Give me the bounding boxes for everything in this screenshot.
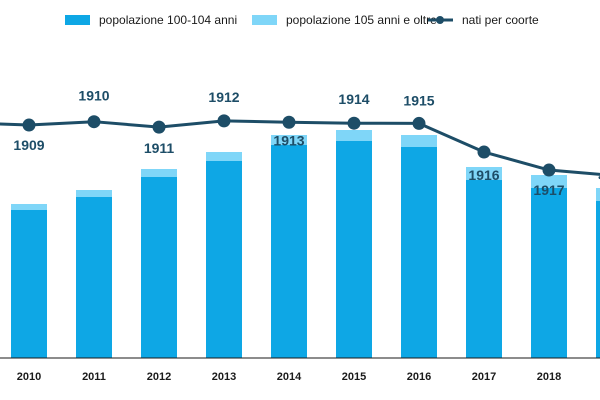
bar-2016-population-105-plus: [401, 135, 437, 147]
bar-2018-population-105-plus: [531, 175, 567, 188]
cohort-label-1911: 1911: [144, 140, 175, 156]
cohort-point-1915: [412, 116, 426, 130]
legend-item-1-swatch: [65, 15, 90, 25]
x-axis: 2010201120122013201420152016201720182019: [0, 357, 600, 383]
x-tick-2015: 2015: [342, 371, 366, 383]
cohort-label-1917: 1917: [533, 182, 564, 198]
legend-item-3-marker: [436, 16, 444, 24]
legend: popolazione 100-104 anni popolazione 105 …: [65, 13, 539, 27]
bar-2012-population-100-104: [141, 177, 177, 358]
cohort-label-1912: 1912: [208, 89, 239, 105]
cohort-label-1915: 1915: [403, 92, 434, 108]
bar-2012-population-105-plus: [141, 169, 177, 177]
bar-2014-population-100-104: [271, 145, 307, 358]
bar-2013-population-105-plus: [206, 152, 242, 161]
cohort-point-1913: [282, 115, 296, 129]
bar-2019-population-105-plus: [596, 188, 600, 201]
cohort-point-1912: [217, 114, 231, 128]
bar-2018-population-100-104: [531, 188, 567, 358]
cohort-point-1917: [542, 163, 556, 177]
bar-2013-population-100-104: [206, 161, 242, 358]
bar-2010-population-105-plus: [11, 204, 47, 210]
cohort-point-1909: [22, 118, 36, 132]
bar-2017-population-100-104: [466, 180, 502, 358]
legend-item-2-label: popolazione 105 anni e oltre: [286, 13, 437, 27]
legend-item-3-label: nati per coorte: [462, 13, 539, 27]
bar-2010-population-100-104: [11, 210, 47, 358]
x-tick-2017: 2017: [472, 371, 496, 383]
bar-2014-population-105-plus: [271, 135, 307, 145]
bar-2011-population-100-104: [76, 197, 112, 358]
x-tick-2012: 2012: [147, 371, 171, 383]
cohort-point-1916: [477, 145, 491, 159]
bar-2019-population-100-104: [596, 201, 600, 358]
bar-2017-population-105-plus: [466, 167, 502, 180]
cohort-label-1913: 1913: [273, 132, 304, 148]
cohort-line-layer: 1909191019111912191319141915191619171918: [0, 88, 600, 198]
cohort-label-1914: 1914: [338, 91, 369, 107]
legend-item-2-swatch: [252, 15, 277, 25]
bars-layer: [11, 130, 600, 358]
x-tick-2013: 2013: [212, 371, 236, 383]
cohort-point-1914: [347, 116, 361, 130]
legend-item-1-label: popolazione 100-104 anni: [99, 13, 237, 27]
cohort-label-1916: 1916: [468, 167, 499, 183]
x-tick-2014: 2014: [277, 371, 302, 383]
cohort-label-1910: 1910: [78, 88, 109, 104]
bar-2011-population-105-plus: [76, 190, 112, 197]
x-tick-2010: 2010: [17, 371, 41, 383]
cohort-point-1910: [87, 115, 101, 129]
cohort-point-1911: [152, 120, 166, 134]
x-tick-2011: 2011: [82, 371, 106, 383]
bar-2016-population-100-104: [401, 147, 437, 358]
cohort-birth-line: [0, 119, 600, 180]
cohort-label-1909: 1909: [13, 137, 44, 153]
bar-2015-population-100-104: [336, 141, 372, 358]
bar-2015-population-105-plus: [336, 130, 372, 141]
x-tick-2018: 2018: [537, 371, 561, 383]
x-tick-2016: 2016: [407, 371, 431, 383]
